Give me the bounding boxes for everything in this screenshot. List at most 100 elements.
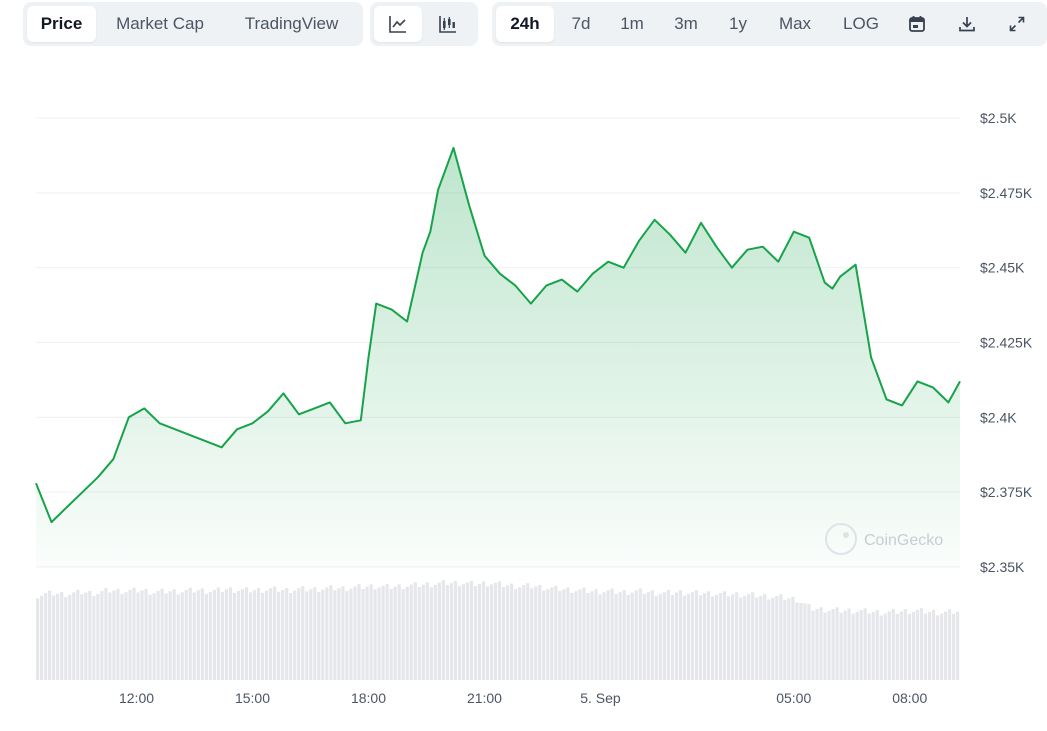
volume-bar [891,609,895,680]
volume-bar [453,581,458,680]
volume-bar [64,597,68,680]
volume-bar [208,592,212,680]
range-1m[interactable]: 1m [620,14,644,33]
volume-bar [783,599,787,680]
y-tick-label: $2.425K [980,335,1033,351]
range-3m[interactable]: 3m [674,14,698,33]
range-7d[interactable]: 7d [571,14,591,33]
volume-bar [775,595,779,680]
volume-bar [654,595,658,680]
volume-bar [493,582,498,680]
volume-bar [951,613,956,680]
volume-bar [369,584,373,680]
volume-bar [638,588,642,680]
volume-bar [662,592,666,680]
volume-bar [176,594,180,680]
range-24h[interactable]: 24h [496,6,554,42]
volume-bar [361,588,365,680]
volume-bar [578,589,582,680]
volume-bar [184,590,188,680]
volume-bar [156,591,160,680]
volume-bar [341,586,345,680]
range-1y[interactable]: 1y [729,14,747,33]
volume-bar [104,588,108,680]
candlestick-chart-icon[interactable] [422,6,474,42]
log-scale-toggle[interactable]: LOG [843,14,879,33]
volume-bar [935,615,940,680]
volume-bar [244,587,249,680]
download-icon[interactable] [942,6,992,42]
volume-bar [68,594,72,680]
tab-tradingview[interactable]: TradingView [244,14,339,33]
tab-market-cap[interactable]: Market Cap [116,14,204,33]
volume-bar [815,608,819,680]
volume-bar [485,586,490,680]
volume-bar [349,588,353,680]
volume-bar [321,589,325,680]
volume-bar [710,596,715,680]
volume-bar [381,585,385,680]
volume-bar [40,595,44,680]
volume-bar [449,583,454,680]
volume-bar [164,593,168,680]
volume-bar [618,592,622,680]
volume-bar [658,593,662,680]
volume-bar [690,592,695,680]
volume-bar [36,598,40,680]
volume-bar [277,591,281,680]
y-tick-label: $2.475K [980,185,1033,201]
volume-bar [357,584,361,680]
volume-bar [48,590,52,680]
volume-bar [718,593,723,680]
volume-bar [172,589,176,680]
expand-icon[interactable] [992,6,1042,42]
volume-bar [698,595,703,680]
volume-bar [747,594,751,680]
volume-bar [939,613,944,680]
volume-bar [642,593,646,680]
volume-bar [534,586,538,680]
volume-bar [256,588,261,680]
volume-bar [212,590,216,680]
volume-bar [132,587,136,680]
volume-bar [273,586,277,680]
volume-bar [333,590,337,680]
volume-bar [264,590,269,680]
x-tick-label: 05:00 [776,690,811,706]
volume-bar [678,590,682,680]
volume-bar [329,585,333,680]
volume-bar [602,592,606,680]
line-chart-icon[interactable] [374,6,422,42]
volume-bar [570,592,574,680]
volume-bar [120,594,124,680]
chart-mode-toggle [370,2,478,46]
volume-bar [325,587,329,680]
volume-bar [188,587,192,680]
volume-bar [389,589,393,680]
tab-price[interactable]: Price [27,6,96,42]
volume-bar [779,594,783,680]
volume-bar [714,594,719,680]
volume-bar [751,592,755,680]
volume-bar [152,593,156,680]
volume-bar [281,590,285,680]
volume-bar [582,587,586,680]
volume-bar [863,608,867,680]
volume-bar [297,588,301,680]
volume-bar [771,597,775,680]
volume-bar [498,581,502,680]
volume-bar [76,589,80,680]
volume-bar [377,587,381,680]
volume-bar [574,591,578,680]
volume-bar [220,591,225,680]
volume-bar [373,589,377,680]
volume-bar [301,586,305,680]
volume-bar [248,592,253,680]
calendar-icon[interactable] [892,6,942,42]
volume-bar [682,595,687,680]
volume-bar [397,584,401,680]
range-max[interactable]: Max [778,14,812,33]
volume-bar [216,587,220,680]
volume-bar [879,615,883,680]
volume-bar [646,592,650,680]
